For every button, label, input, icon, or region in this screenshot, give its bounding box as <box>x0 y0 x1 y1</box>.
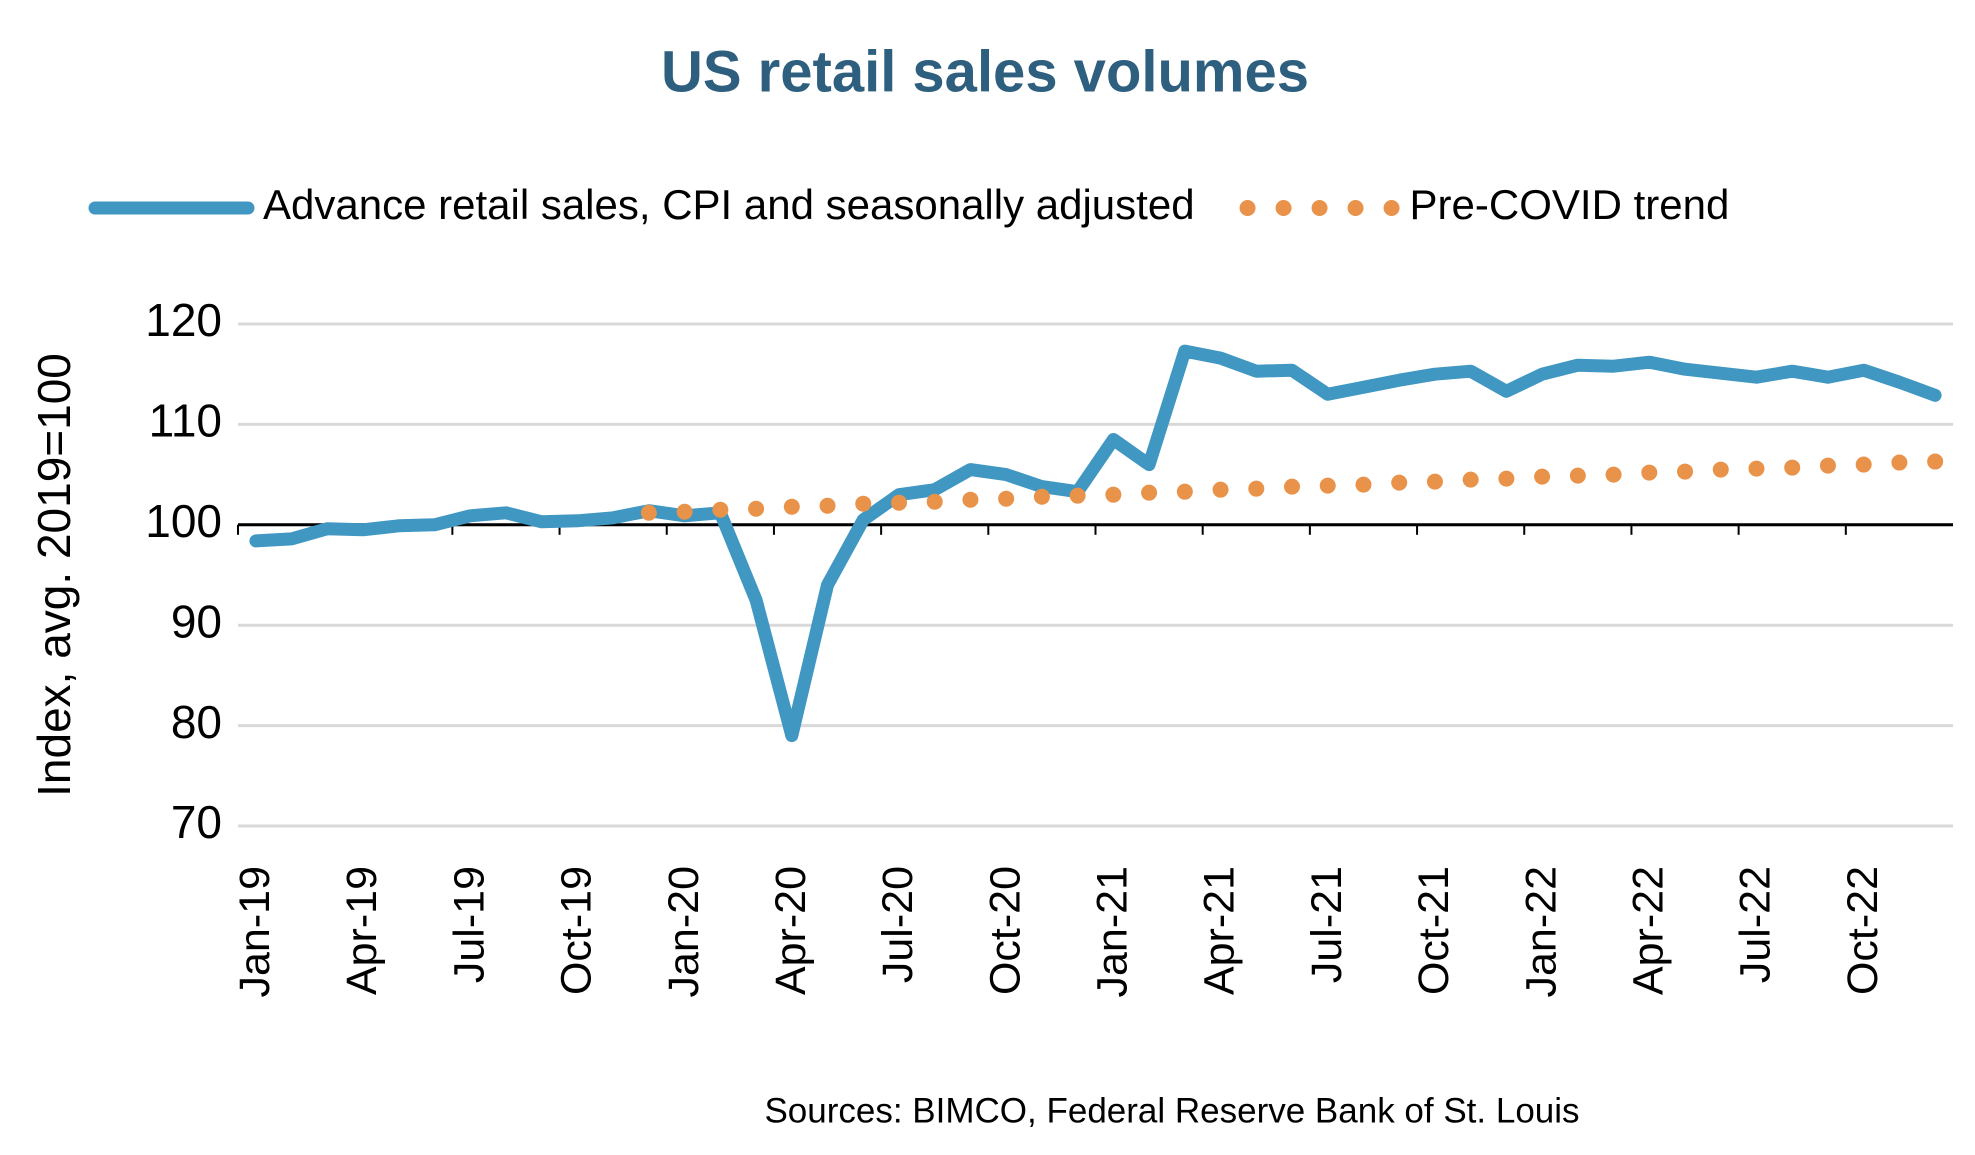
x-tick-label: Apr-19 <box>338 866 386 995</box>
x-tick-label: Oct-22 <box>1839 866 1887 995</box>
trend-dot <box>1784 459 1801 476</box>
trend-dot <box>1819 457 1836 474</box>
trend-dot <box>998 490 1015 507</box>
trend-dot <box>1605 466 1622 483</box>
trend-dot <box>1212 481 1229 498</box>
legend-swatch <box>1311 200 1328 216</box>
trend-dot <box>748 500 765 517</box>
trend-dot <box>1498 470 1515 487</box>
trend-dot <box>1069 487 1086 504</box>
trend-dot <box>962 491 979 508</box>
trend-dot <box>640 504 657 521</box>
x-tick-label: Jan-22 <box>1517 866 1565 997</box>
y-tick-label: 80 <box>171 696 222 748</box>
trend-dot <box>712 501 729 518</box>
trend-dot <box>1855 456 1872 473</box>
x-tick-label: Apr-20 <box>767 866 815 995</box>
trend-dot <box>1319 477 1336 494</box>
x-tick-label: Jan-20 <box>660 866 708 997</box>
x-tick-label: Apr-22 <box>1624 866 1672 995</box>
y-axis-label: Index, avg. 2019=100 <box>28 353 80 797</box>
trend-dot <box>1248 480 1265 497</box>
x-tick-label: Jul-22 <box>1732 866 1780 983</box>
trend-dot <box>1033 488 1050 505</box>
trend-dot <box>1426 473 1443 490</box>
trend-dot <box>1355 476 1372 493</box>
trend-dot <box>1284 478 1301 495</box>
trend-dot <box>783 498 800 515</box>
source-note: Sources: BIMCO, Federal Reserve Bank of … <box>764 1091 1579 1130</box>
trend-dot <box>1391 474 1408 491</box>
x-tick-label: Apr-21 <box>1196 866 1244 995</box>
x-tick-label: Oct-20 <box>981 866 1029 995</box>
legend-label: Advance retail sales, CPI and seasonally… <box>263 181 1195 228</box>
trend-dot <box>1534 468 1551 485</box>
trend-dot <box>1462 471 1479 488</box>
chart-title: US retail sales volumes <box>661 39 1309 104</box>
trend-dot <box>1141 484 1158 501</box>
x-tick-label: Oct-21 <box>1410 866 1458 995</box>
trend-dot <box>819 497 836 514</box>
y-tick-label: 100 <box>145 495 222 547</box>
legend-swatch <box>1347 200 1364 216</box>
x-tick-label: Jan-21 <box>1089 866 1137 997</box>
y-tick-label: 120 <box>145 294 222 346</box>
trend-dot <box>926 493 943 510</box>
legend-swatch <box>1239 200 1256 216</box>
x-tick-label: Jul-21 <box>1303 866 1351 983</box>
y-tick-label: 70 <box>171 796 222 848</box>
trend-dot <box>1927 453 1944 470</box>
trend-dot <box>1641 464 1658 481</box>
y-tick-label: 90 <box>171 595 222 647</box>
trend-dot <box>890 494 907 511</box>
data-line <box>249 344 1942 743</box>
trend-dot <box>1712 461 1729 478</box>
trend-dot <box>1677 463 1694 480</box>
trend-dot <box>1569 467 1586 484</box>
trend-dot <box>855 495 872 512</box>
trend-dot <box>1176 483 1193 500</box>
trend-dot <box>1748 460 1765 477</box>
trend-dot <box>1105 486 1122 503</box>
legend-swatch <box>1275 200 1292 216</box>
legend-swatch <box>1383 200 1400 216</box>
x-tick-label: Jul-20 <box>874 866 922 983</box>
x-tick-label: Jan-19 <box>231 866 279 997</box>
trend-dot <box>1891 454 1908 471</box>
x-tick-label: Oct-19 <box>553 866 601 995</box>
x-tick-label: Jul-19 <box>445 866 493 983</box>
legend-label: Pre-COVID trend <box>1410 181 1730 228</box>
y-tick-label: 110 <box>149 395 222 447</box>
trend-dot <box>676 503 693 520</box>
